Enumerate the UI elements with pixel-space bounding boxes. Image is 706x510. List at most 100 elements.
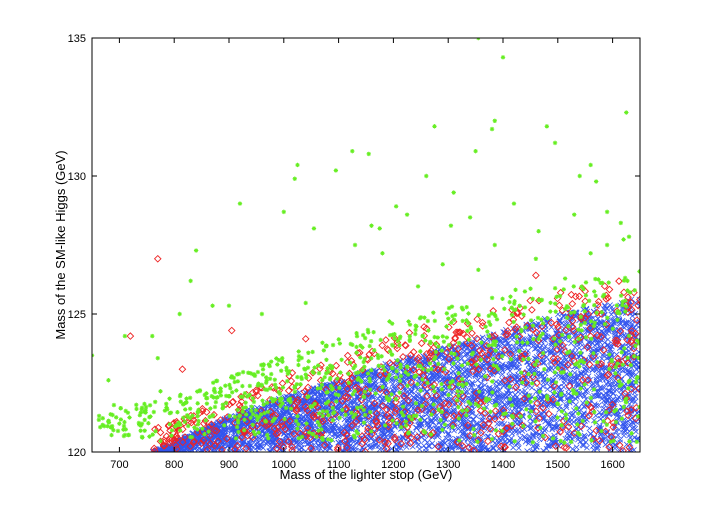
data-point-x: [629, 425, 636, 432]
data-point-asterisk: [195, 422, 201, 427]
data-point-x: [194, 444, 201, 450]
data-point-asterisk: [559, 423, 564, 428]
data-point-x: [635, 364, 640, 370]
data-point-diamond: [564, 361, 572, 369]
data-point-diamond: [243, 431, 252, 440]
data-point-asterisk: [392, 336, 397, 341]
data-point-diamond: [615, 358, 623, 367]
data-point-asterisk: [142, 428, 147, 433]
data-point-diamond: [391, 408, 399, 417]
data-point-x: [599, 376, 606, 382]
data-point-asterisk: [234, 388, 239, 393]
data-point-diamond: [341, 437, 349, 445]
data-point-diamond: [301, 335, 310, 343]
data-point-diamond: [627, 327, 636, 335]
data-point-diamond: [421, 400, 430, 408]
data-point-asterisk: [251, 399, 257, 405]
data-point-x: [393, 446, 400, 452]
data-point-diamond: [166, 436, 175, 445]
data-point-x: [504, 365, 511, 372]
data-point-x: [443, 435, 450, 442]
data-point-x: [548, 324, 555, 331]
data-point-asterisk: [222, 423, 227, 428]
data-point-diamond: [567, 311, 575, 319]
data-point-x: [425, 376, 432, 383]
data-point-x: [579, 442, 586, 448]
data-point-diamond: [354, 385, 363, 393]
data-point-x: [357, 447, 364, 452]
data-point-x: [599, 385, 605, 391]
data-point-diamond: [481, 409, 490, 417]
data-point-x: [424, 398, 431, 405]
data-point-x: [356, 398, 362, 405]
data-point-x: [497, 437, 504, 444]
data-point-x: [238, 437, 244, 443]
data-point-diamond: [378, 341, 387, 350]
data-point-asterisk: [485, 329, 490, 334]
data-point-x: [567, 379, 574, 386]
data-point-x: [447, 438, 454, 445]
data-point-x: [372, 404, 378, 411]
data-point-diamond: [390, 433, 399, 442]
data-point-asterisk: [280, 359, 285, 364]
data-point-x: [376, 375, 383, 382]
data-point-x: [372, 441, 379, 448]
data-point-x: [456, 424, 463, 431]
data-point-diamond: [178, 365, 187, 374]
data-point-x: [338, 423, 345, 430]
data-point-diamond: [342, 431, 351, 440]
data-point-x: [315, 442, 321, 449]
data-point-x: [332, 431, 339, 438]
data-point-x: [596, 373, 603, 380]
data-point-diamond: [568, 352, 576, 361]
data-point-x: [503, 337, 510, 344]
data-point-x: [522, 336, 528, 342]
data-point-diamond: [422, 324, 431, 333]
data-point-x: [613, 386, 620, 393]
data-point-asterisk: [623, 309, 628, 314]
data-point-x: [528, 340, 535, 347]
data-point-x: [525, 361, 532, 368]
data-point-asterisk: [152, 399, 158, 405]
data-point-x: [601, 302, 608, 309]
data-point-diamond: [340, 428, 349, 437]
data-point-x: [544, 402, 551, 408]
plot-area: [92, 38, 640, 452]
data-point-diamond: [627, 338, 636, 346]
data-point-x: [530, 433, 537, 440]
data-point-diamond: [595, 436, 604, 445]
data-point-diamond: [463, 339, 472, 347]
data-point-diamond: [565, 382, 574, 390]
data-point-x: [551, 440, 558, 446]
data-point-diamond: [613, 340, 622, 348]
data-point-diamond: [564, 423, 573, 431]
data-point-x: [597, 344, 604, 351]
data-point-diamond: [216, 416, 225, 424]
data-point-x: [215, 419, 222, 426]
data-point-x: [620, 420, 626, 427]
data-point-x: [597, 423, 603, 429]
data-point-diamond: [270, 424, 279, 433]
data-point-diamond: [470, 446, 478, 452]
data-point-x: [629, 398, 636, 404]
data-point-x: [486, 385, 493, 392]
data-point-diamond: [466, 431, 474, 440]
data-point-x: [371, 428, 378, 435]
data-point-x: [222, 428, 229, 435]
data-point-asterisk: [387, 319, 392, 324]
data-point-x: [341, 430, 348, 437]
data-point-x: [511, 363, 517, 370]
data-point-diamond: [585, 411, 593, 420]
data-point-x: [441, 415, 448, 422]
data-point-x: [538, 342, 545, 349]
data-point-diamond: [272, 430, 281, 438]
data-point-x: [553, 420, 560, 426]
data-point-diamond: [491, 407, 500, 415]
data-point-x: [593, 379, 600, 385]
data-point-diamond: [568, 322, 577, 331]
data-point-diamond: [490, 331, 499, 340]
data-point-x: [517, 435, 524, 441]
data-point-diamond: [336, 371, 344, 380]
data-point-asterisk: [456, 416, 462, 421]
data-point-diamond: [627, 298, 635, 307]
